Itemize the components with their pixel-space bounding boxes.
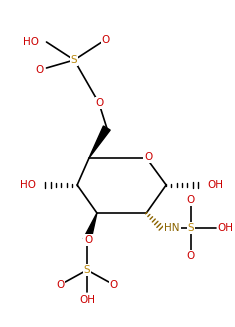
Text: O: O [96,98,104,108]
Text: O: O [144,152,153,162]
Text: OH: OH [208,180,224,190]
Polygon shape [89,126,110,158]
Text: S: S [188,223,194,233]
Text: HO: HO [20,180,36,190]
Text: O: O [84,235,92,245]
Text: O: O [102,35,110,45]
Text: O: O [35,65,44,75]
Polygon shape [83,213,97,241]
Text: O: O [187,251,195,261]
Text: O: O [56,280,64,290]
Text: S: S [71,55,78,65]
Text: OH: OH [218,223,234,233]
Text: O: O [110,280,118,290]
Text: HN: HN [164,223,180,233]
Text: HO: HO [23,37,39,47]
Text: O: O [187,195,195,205]
Text: OH: OH [79,295,95,305]
Text: S: S [84,265,90,275]
